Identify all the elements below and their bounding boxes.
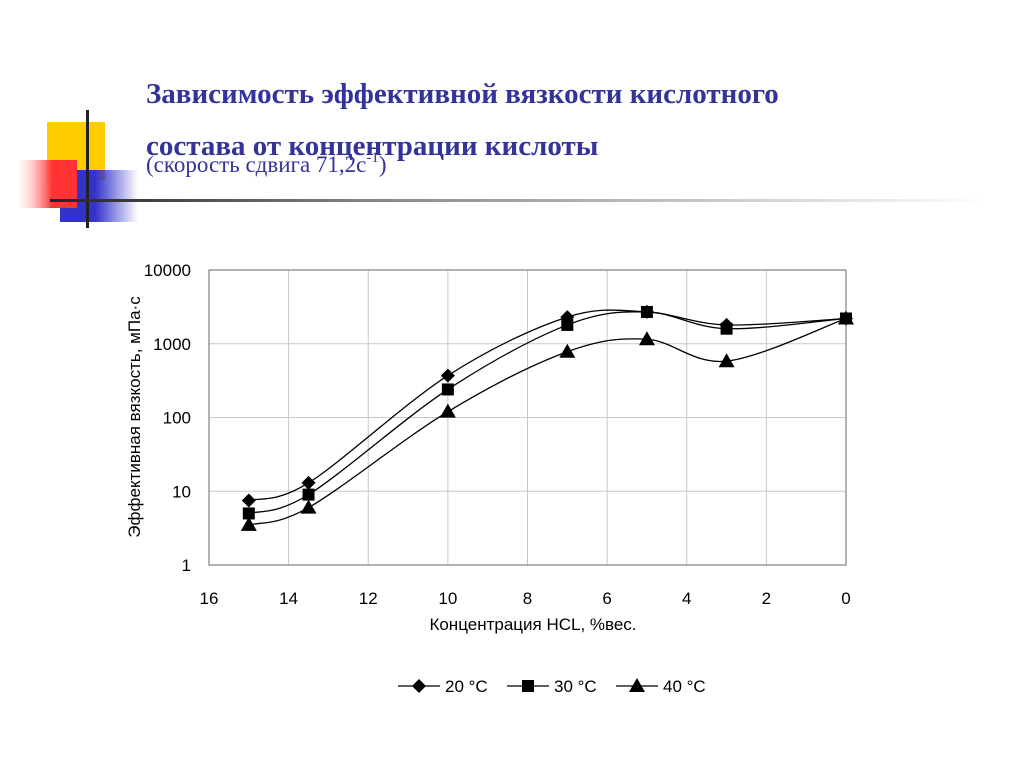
data-point-diamond — [440, 368, 455, 383]
x-tick-label: 4 — [682, 589, 691, 608]
x-tick-label: 6 — [602, 589, 611, 608]
series-line-3 — [248, 317, 847, 526]
data-point-triangle — [240, 516, 257, 531]
data-point-diamond — [301, 475, 316, 490]
data-point-square — [441, 383, 454, 396]
y-tick-label: 1000 — [153, 335, 191, 354]
data-point-square — [720, 322, 733, 335]
data-point-diamond — [241, 493, 256, 508]
slide-decoration — [15, 110, 990, 228]
chart-axes: 16 14 12 10 8 6 4 2 0 1 10 100 1000 10000 — [144, 261, 851, 608]
slide-title-line-1: Зависимость эффективной вязкости кислотн… — [146, 78, 779, 110]
y-tick-label: 10 — [172, 482, 191, 501]
legend-label: 30 °C — [554, 677, 597, 696]
legend-marker-square — [522, 680, 534, 692]
subtitle-suffix: ) — [378, 152, 387, 177]
x-tick-label: 14 — [279, 589, 298, 608]
data-point-square — [561, 318, 574, 331]
x-tick-label: 12 — [359, 589, 378, 608]
data-point-square — [640, 305, 653, 318]
series-line-2 — [248, 311, 847, 515]
chart-grid — [209, 270, 846, 565]
subtitle-prefix: (скорость сдвига 71,2с — [146, 152, 367, 177]
y-tick-label: 100 — [163, 409, 191, 428]
legend-marker-triangle — [629, 678, 645, 692]
data-point-triangle — [439, 403, 456, 418]
x-tick-label: 16 — [200, 589, 219, 608]
legend-label: 40 °C — [663, 677, 706, 696]
y-tick-label: 10000 — [144, 261, 191, 280]
chart-legend: 20 °C 30 °C 40 °C — [398, 677, 706, 696]
data-point-square — [302, 488, 315, 501]
data-point-square — [242, 507, 255, 520]
slide-title-line-2: состава от концентрации кислоты — [146, 130, 599, 162]
data-point-triangle — [718, 353, 735, 368]
x-axis-label: Концентрация HCL, %вес. — [429, 615, 636, 634]
series-line-1 — [248, 309, 847, 502]
slide-subtitle: (скорость сдвига 71,2с-1) — [146, 150, 387, 178]
data-point-triangle — [838, 310, 854, 325]
plot-area-frame — [208, 269, 847, 566]
data-point-triangle — [300, 499, 317, 514]
data-point-triangle — [559, 343, 576, 358]
chart-series — [240, 304, 854, 531]
slide-title: Зависимость эффективной вязкости кислотн… — [146, 68, 986, 172]
deco-vertical-line — [86, 110, 89, 228]
y-tick-label: 1 — [182, 556, 191, 575]
x-tick-label: 10 — [438, 589, 457, 608]
x-tick-label: 8 — [523, 589, 532, 608]
subtitle-exponent: -1 — [366, 150, 379, 166]
legend-marker-diamond — [412, 679, 426, 693]
data-point-triangle — [638, 331, 655, 346]
x-tick-label: 0 — [841, 589, 850, 608]
y-axis-label: Эффективная вязкость, мПа·с — [125, 296, 144, 538]
deco-horizontal-line — [50, 199, 990, 202]
x-tick-label: 2 — [762, 589, 771, 608]
legend-label: 20 °C — [445, 677, 488, 696]
